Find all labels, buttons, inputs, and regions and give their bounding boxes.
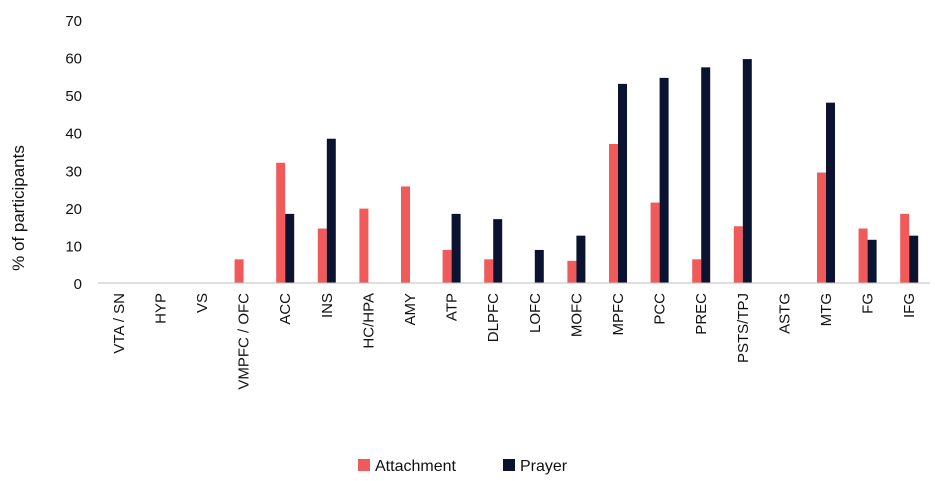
bar-attachment — [900, 213, 910, 283]
y-axis-label: % of participants — [9, 145, 28, 271]
legend-swatch — [358, 459, 370, 471]
x-category-label: MTG — [818, 293, 835, 326]
legend-label: Prayer — [520, 458, 568, 475]
x-category-label: PCC — [652, 293, 669, 325]
y-tick-label: 0 — [74, 276, 82, 293]
x-category-label: MPFC — [610, 293, 627, 336]
x-category-label: VMPFC / OFC — [236, 293, 253, 390]
x-category-label: FG — [860, 293, 877, 314]
bars — [234, 59, 919, 284]
legend-swatch — [503, 459, 515, 471]
bar-prayer — [285, 213, 295, 283]
bar-attachment — [733, 226, 743, 283]
bar-attachment — [317, 228, 327, 283]
bar-prayer — [451, 213, 461, 283]
y-axis-ticks: 0 10 20 30 40 50 60 70 — [65, 13, 82, 293]
bar-attachment — [276, 162, 286, 283]
bar-prayer — [659, 77, 669, 283]
bar-prayer — [701, 67, 711, 283]
x-category-label: ACC — [277, 293, 294, 325]
bar-attachment — [692, 259, 702, 283]
bar-prayer — [576, 235, 586, 283]
bar-attachment — [484, 259, 494, 283]
bar-attachment — [442, 249, 452, 283]
x-category-label: VS — [194, 293, 211, 313]
y-tick-label: 50 — [65, 88, 82, 105]
bar-attachment — [858, 228, 868, 283]
x-category-label: PREC — [693, 293, 710, 335]
y-tick-label: 30 — [65, 163, 82, 180]
legend-label: Attachment — [375, 458, 456, 475]
y-tick-label: 60 — [65, 51, 82, 68]
x-category-label: HC/HPA — [360, 293, 377, 349]
bar-prayer — [534, 249, 544, 283]
legend: Attachment Prayer — [358, 458, 568, 475]
x-axis-categories: VTA / SN HYP VS VMPFC / OFC ACC INS HC/HPA AMY A… — [111, 293, 918, 390]
bar-attachment — [234, 259, 244, 283]
bar-attachment — [401, 186, 410, 283]
x-category-label: IFG — [901, 293, 918, 318]
x-category-label: DLPFC — [485, 293, 502, 342]
x-category-label: VTA / SN — [111, 293, 128, 354]
bar-attachment — [359, 208, 369, 283]
x-category-label: PSTS/TPJ — [735, 293, 752, 363]
bar-prayer — [326, 138, 336, 283]
x-category-label: ATP — [444, 293, 461, 321]
x-category-label: MOFC — [568, 293, 585, 337]
y-tick-label: 20 — [65, 201, 82, 218]
bar-prayer — [867, 239, 877, 283]
x-category-label: AMY — [402, 293, 419, 326]
bar-attachment — [650, 202, 660, 283]
y-tick-label: 70 — [65, 13, 82, 30]
bar-prayer — [618, 83, 627, 283]
bar-attachment — [609, 143, 618, 283]
y-tick-label: 40 — [65, 126, 82, 143]
bar-prayer — [909, 235, 919, 283]
x-category-label: INS — [319, 293, 336, 318]
bar-prayer — [742, 59, 752, 284]
x-category-label: ASTG — [776, 293, 793, 334]
bar-attachment — [567, 260, 577, 283]
x-category-label: LOFC — [527, 293, 544, 333]
bar-attachment — [817, 172, 826, 283]
bar-prayer — [826, 102, 835, 284]
y-tick-label: 10 — [65, 238, 82, 255]
x-category-label: HYP — [152, 293, 169, 324]
bar-prayer — [493, 219, 503, 283]
